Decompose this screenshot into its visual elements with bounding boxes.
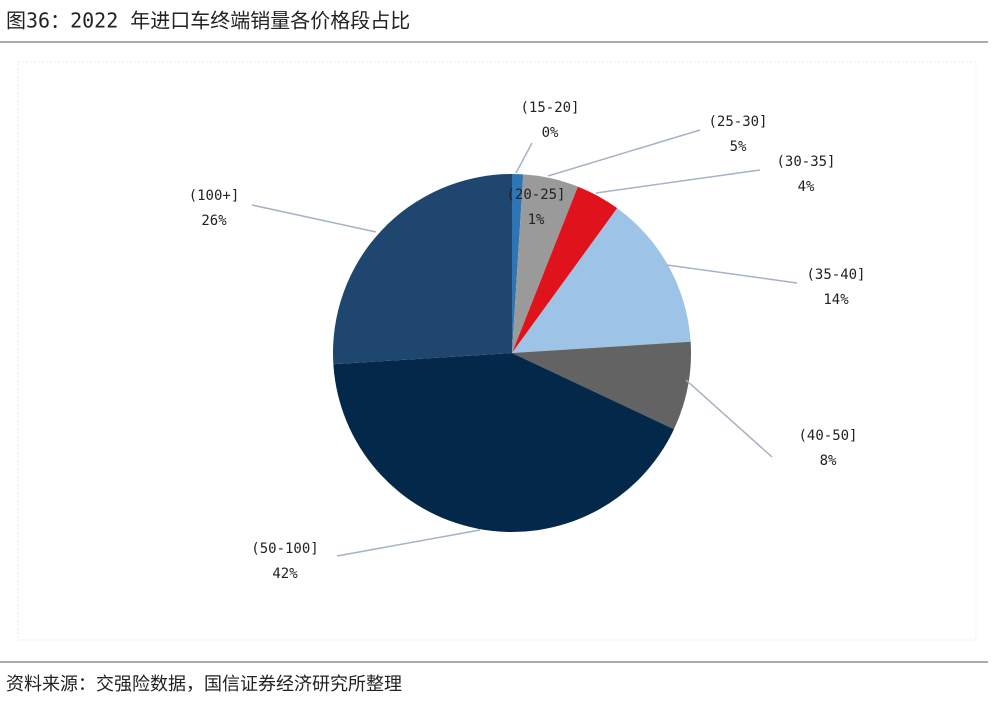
value-label: 8% xyxy=(820,453,837,469)
value-label: 14% xyxy=(823,292,849,308)
value-label: 0% xyxy=(542,125,559,141)
pie-slice xyxy=(512,186,618,353)
value-label: 5% xyxy=(730,139,747,155)
value-label: 26% xyxy=(201,213,227,229)
slice-label: (25-30] xyxy=(708,114,767,130)
value-label: 1% xyxy=(528,212,545,228)
leader-line xyxy=(595,169,761,194)
value-label: 4% xyxy=(798,179,815,195)
pie-slice xyxy=(512,174,578,353)
pie-slice xyxy=(333,353,674,533)
pie-slice xyxy=(333,174,512,365)
value-label: 42% xyxy=(272,566,298,582)
leader-line xyxy=(336,529,481,557)
leader-line xyxy=(666,264,798,284)
chart-title: 图36：2022 年进口车终端销量各价格段占比 xyxy=(6,9,410,33)
slice-label: (50-100] xyxy=(251,541,318,557)
leader-line xyxy=(515,142,533,174)
slice-label: (15-20] xyxy=(520,100,579,116)
pie-slice xyxy=(512,341,692,430)
slice-label: (100+] xyxy=(189,188,240,204)
source-note: 资料来源：交强险数据，国信证券经济研究所整理 xyxy=(6,674,402,695)
pie-slice xyxy=(512,174,524,353)
slice-label: (20-25] xyxy=(506,187,565,203)
leader-line xyxy=(547,129,701,177)
slice-label: (30-35] xyxy=(776,154,835,170)
slice-label: (40-50] xyxy=(798,428,857,444)
slice-label: (35-40] xyxy=(806,267,865,283)
leader-line xyxy=(685,379,773,458)
leader-line xyxy=(251,204,377,233)
pie-slice xyxy=(512,208,691,353)
